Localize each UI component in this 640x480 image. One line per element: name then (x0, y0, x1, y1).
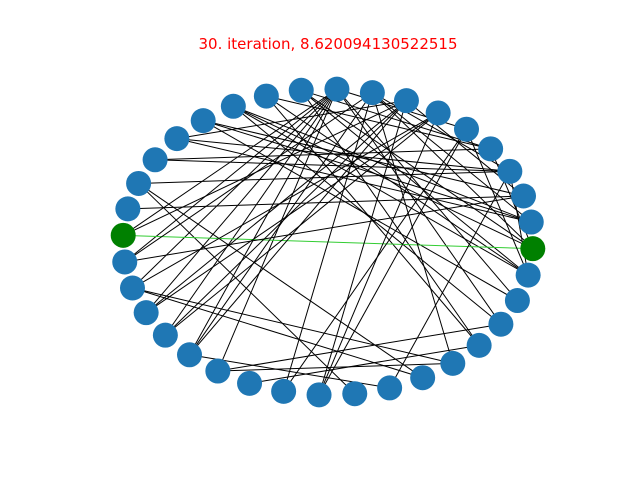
graph-title: 30. iteration, 8.620094130522515 (199, 35, 458, 53)
graph-node (205, 358, 231, 384)
graph-edge (372, 92, 532, 223)
graph-edge (336, 88, 502, 325)
graph-edge (300, 89, 534, 250)
graph-edge (283, 128, 467, 392)
graph-node (288, 77, 314, 103)
graph-node (488, 311, 514, 337)
graph-edge (217, 88, 338, 372)
graph-node (497, 158, 523, 184)
graph-node (142, 147, 168, 173)
graph-node (220, 93, 246, 119)
graph-node (126, 170, 152, 196)
graph-node (164, 126, 190, 152)
graph-node (511, 183, 537, 209)
highlighted-node (520, 236, 546, 262)
graph-edge (217, 323, 501, 372)
graph-edge (283, 92, 373, 392)
highlighted-node (110, 222, 136, 248)
edges-layer (122, 88, 534, 396)
graph-node (466, 332, 492, 358)
graph-edge (466, 129, 529, 276)
graph-edge (145, 112, 439, 314)
graph-node (324, 76, 350, 102)
graph-edge (202, 120, 518, 301)
graph-node (253, 83, 279, 109)
graph-edge (124, 195, 524, 263)
graph-node (504, 288, 530, 314)
graph-edge (122, 100, 407, 236)
graph-edge (189, 92, 373, 356)
graph-edge (155, 148, 491, 161)
graph-edge (124, 92, 373, 263)
graph-node (342, 381, 368, 407)
graph-node (410, 365, 436, 391)
graph-node (237, 370, 263, 396)
graph-node (119, 275, 145, 301)
graph-edge (132, 287, 453, 364)
graph-node (393, 88, 419, 114)
graph-node (306, 382, 332, 408)
graph-edge (233, 105, 502, 325)
graph-edge (233, 105, 534, 250)
graph-node (440, 350, 466, 376)
graph-edge (165, 100, 407, 336)
graph-node (177, 342, 202, 368)
graph-node (115, 196, 141, 222)
graph-node (359, 80, 385, 106)
graph-node (112, 249, 138, 275)
graph-edge (300, 89, 529, 276)
graph-edge (203, 120, 524, 197)
graph-node (454, 116, 479, 142)
graph-edge (176, 138, 510, 172)
graph-edge (266, 95, 529, 276)
graph-edge (176, 138, 532, 223)
graph-node (478, 136, 504, 162)
graph-edge (127, 195, 524, 210)
graph-edge (371, 92, 454, 364)
graph-edge (318, 100, 407, 395)
graph-edge (318, 112, 439, 396)
graph-node (515, 262, 541, 288)
graph-node (152, 322, 178, 348)
graph-edge (145, 100, 407, 314)
graph-node (190, 108, 216, 134)
graph-node (518, 209, 544, 235)
nodes-layer (110, 76, 546, 408)
graph-node (271, 378, 297, 404)
graph-edge (318, 128, 467, 396)
graph-edge (164, 88, 338, 336)
graph-edge (189, 100, 407, 356)
graph-edge (145, 88, 338, 313)
graph-node (425, 100, 451, 126)
graph-edge (266, 95, 491, 150)
graph-edge (372, 92, 534, 250)
graph-edge (336, 88, 518, 301)
graph-edge (217, 362, 453, 372)
graph-edge (138, 170, 510, 184)
graph-node (133, 300, 159, 326)
graph-node (377, 375, 403, 401)
